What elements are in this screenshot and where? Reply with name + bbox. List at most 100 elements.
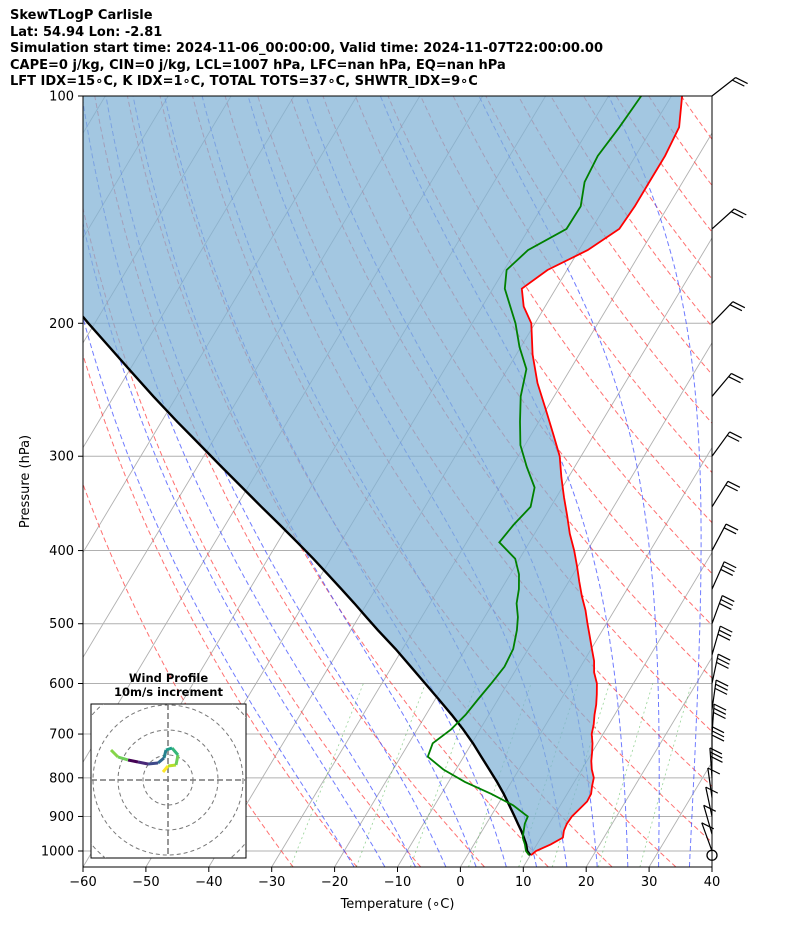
- wind-barb-flag: [713, 703, 727, 711]
- wind-barb-staff: [701, 822, 713, 852]
- wind-barb-flag: [714, 687, 728, 695]
- wind-barb-staff: [711, 373, 732, 397]
- wind-barb-flag: [735, 76, 748, 85]
- isotherm-line: [522, 551, 712, 867]
- dry-adiabat: [746, 96, 794, 867]
- title-line-1: SkewTLogP Carlisle: [10, 8, 153, 23]
- wind-barb-flag: [705, 786, 719, 794]
- x-tick-label: 40: [704, 875, 721, 890]
- y-tick-label: 100: [49, 90, 74, 105]
- wind-barb-flag: [725, 523, 739, 531]
- dry-adiabat: [387, 96, 712, 575]
- wind-barb: [711, 76, 748, 97]
- wind-barb-flag: [716, 661, 729, 669]
- wind-barb-staff: [711, 431, 731, 457]
- wind-barb-flag: [715, 683, 728, 691]
- wind-barb: [711, 653, 731, 684]
- hodograph-segment: [167, 763, 177, 768]
- wind-barb: [711, 431, 742, 457]
- wind-barb-flag: [729, 431, 742, 439]
- wind-barb: [711, 523, 739, 551]
- wind-barb-staff: [711, 208, 735, 230]
- wind-barb: [711, 679, 729, 710]
- x-tick-label: −60: [69, 875, 96, 890]
- y-axis-label: Pressure (hPa): [18, 435, 33, 528]
- wind-barb-flag: [720, 568, 734, 576]
- wind-barb: [711, 480, 741, 508]
- wind-barb-flag: [721, 594, 735, 603]
- isotherm-line: [711, 866, 712, 867]
- moist-adiabat: [608, 96, 702, 867]
- temperature-line: [520, 96, 683, 856]
- y-tick-label: 300: [49, 450, 74, 465]
- series-layer: [83, 96, 683, 856]
- wind-barb-flag: [727, 480, 741, 488]
- wind-barb: [711, 594, 735, 624]
- wind-barb-flag: [711, 730, 725, 738]
- calm-wind-circle: [706, 849, 718, 861]
- wind-barb-flag: [720, 625, 733, 633]
- wind-barb-flag: [713, 707, 727, 715]
- dry-adiabat: [452, 96, 712, 474]
- mixing-ratio-line: [598, 683, 654, 867]
- title-line-2: Lat: 54.94 Lon: -2.81: [10, 24, 163, 40]
- x-tick-label: 10: [515, 875, 532, 890]
- wind-barb: [711, 372, 744, 397]
- inset-title-1: Wind Profile: [129, 671, 209, 685]
- wind-barb-staff: [711, 704, 715, 735]
- wind-barb-staff: [711, 561, 725, 590]
- wind-barb-flag: [710, 755, 723, 763]
- x-tick-label: 0: [456, 875, 464, 890]
- axes-layer: −60 −50 −40 −30 −20 −10 0 10 20 30 40 1000 900 800 700…: [18, 90, 720, 913]
- wind-barb-staff: [705, 786, 713, 817]
- wind-barb-flag: [730, 211, 744, 219]
- inset-title-2: 10m/s increment: [114, 685, 223, 699]
- wind-barb: [701, 822, 715, 852]
- dry-adiabat: [714, 96, 794, 867]
- wind-barb-staff: [711, 595, 723, 624]
- wind-barb-staff: [711, 625, 721, 656]
- wind-barb-flag: [719, 602, 732, 610]
- y-tick-label: 900: [49, 810, 74, 825]
- title-line-5: LFT IDX=15∘C, K IDX=1∘C, TOTAL TOTS=37∘C…: [10, 74, 478, 89]
- x-axis-label: Temperature (∘C): [340, 897, 455, 912]
- wind-barb-flag: [707, 767, 721, 775]
- hodograph-segment: [162, 749, 168, 759]
- wind-barb-flag: [711, 726, 725, 734]
- hodograph-segment: [157, 756, 165, 765]
- x-tick-label: 30: [641, 875, 658, 890]
- dry-adiabat: [83, 353, 358, 867]
- wind-barb: [711, 625, 733, 656]
- mixing-ratio-line: [551, 683, 610, 867]
- x-tick-label: −10: [384, 875, 411, 890]
- wind-barb: [711, 301, 746, 324]
- dry-adiabat: [83, 206, 422, 867]
- wind-barb: [707, 767, 721, 798]
- wind-barb-flag: [713, 711, 726, 720]
- mixing-ratio-line: [410, 683, 477, 867]
- mixing-ratio-line: [290, 683, 364, 867]
- wind-barb-flag: [731, 372, 744, 381]
- wind-barb: [711, 703, 727, 735]
- chart-title: SkewTLogP Carlisle Lat: 54.94 Lon: -2.81…: [10, 8, 603, 91]
- y-tick-label: 1000: [41, 845, 74, 860]
- y-tick-label: 700: [49, 728, 74, 743]
- wind-barb-layer: [701, 76, 748, 861]
- title-line-4: CAPE=0 j/kg, CIN=0 j/kg, LCL=1007 hPa, L…: [10, 57, 506, 73]
- wind-barb-staff: [709, 747, 713, 778]
- wind-barb-flag: [726, 434, 740, 442]
- mixing-ratio-line: [639, 683, 692, 867]
- moist-adiabat: [83, 221, 386, 867]
- wind-barb: [711, 208, 747, 230]
- mixing-ratio-line: [468, 683, 532, 867]
- wind-barb-flag: [717, 657, 730, 665]
- hodograph-segment: [170, 747, 180, 756]
- dry-adiabat: [485, 96, 712, 424]
- dry-adiabat: [94, 96, 485, 867]
- title-line-3: Simulation start time: 2024-11-06_00:00:…: [10, 41, 603, 56]
- hodograph-segment: [137, 760, 149, 766]
- y-tick-label: 200: [49, 317, 74, 332]
- hodograph-segment: [165, 746, 173, 752]
- moist-adiabat: [83, 316, 355, 867]
